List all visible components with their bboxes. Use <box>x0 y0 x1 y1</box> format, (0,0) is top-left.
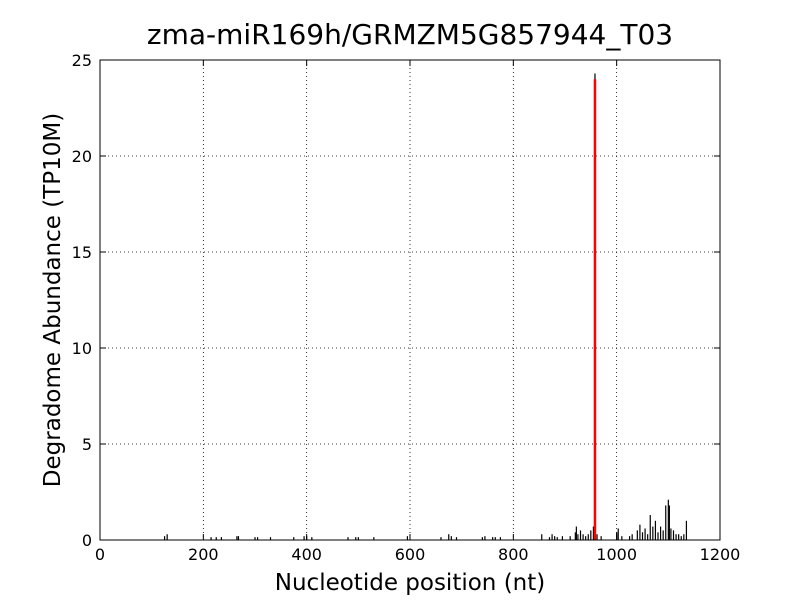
x-tick-label: 0 <box>95 545 105 564</box>
y-tick-label: 20 <box>72 147 92 166</box>
x-axis-label: Nucleotide position (nt) <box>275 570 545 596</box>
y-axis-label: Degradome Abundance (TP10M) <box>40 113 66 487</box>
y-tick-label: 25 <box>72 51 92 70</box>
x-tick-label: 400 <box>291 545 322 564</box>
y-tick-label: 0 <box>82 531 92 550</box>
x-tick-label: 800 <box>498 545 529 564</box>
y-tick-label: 15 <box>72 243 92 262</box>
x-tick-label: 200 <box>188 545 219 564</box>
plot-frame <box>99 59 721 541</box>
x-tick-label: 1000 <box>596 545 637 564</box>
y-tick-label: 5 <box>82 435 92 454</box>
x-tick-label: 600 <box>395 545 426 564</box>
x-tick-label: 1200 <box>700 545 741 564</box>
chart-title: zma-miR169h/GRMZM5G857944_T03 <box>147 18 673 51</box>
y-tick-label: 10 <box>72 339 92 358</box>
